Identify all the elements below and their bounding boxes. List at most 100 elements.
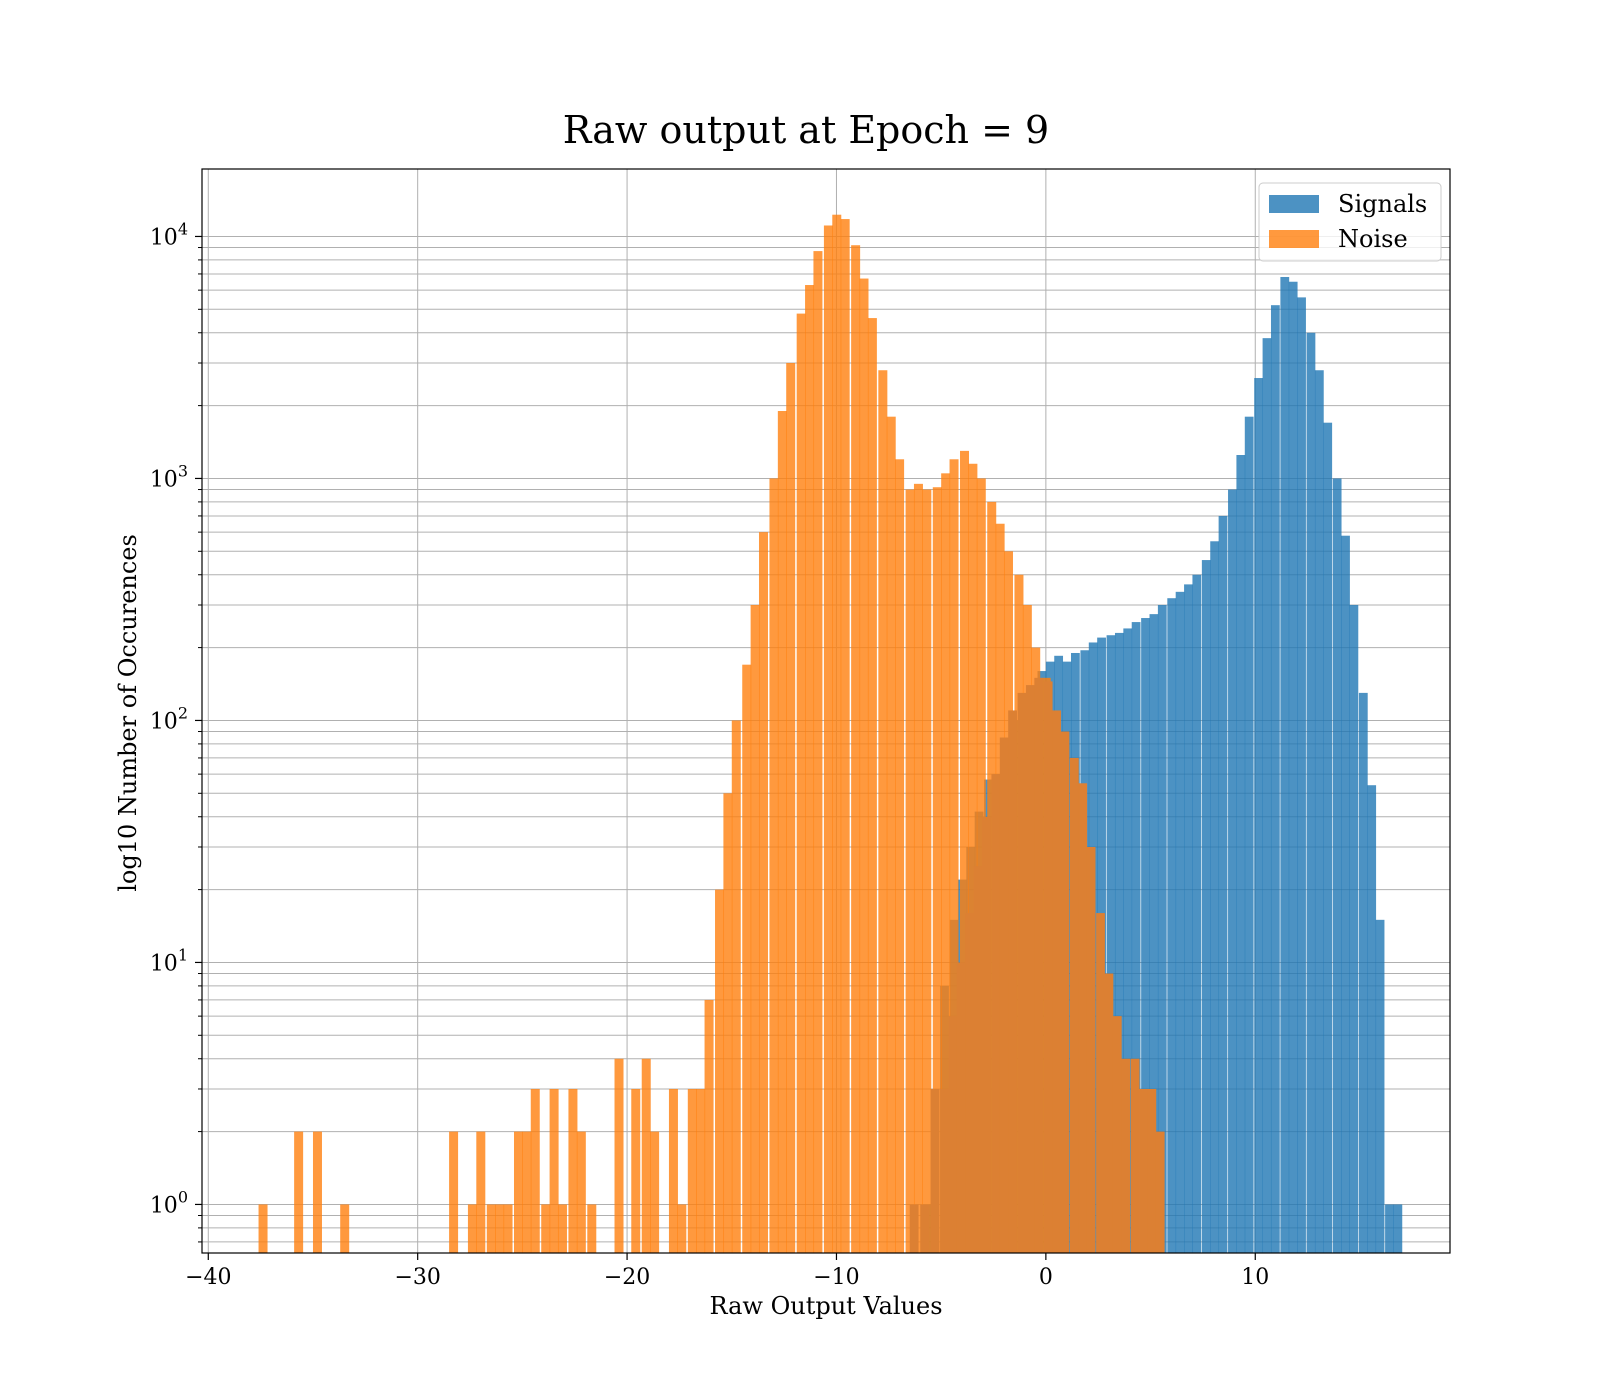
histogram-bar: [1155, 1131, 1165, 1253]
histogram-bar: [1358, 692, 1368, 1253]
histogram-bar: [449, 1131, 459, 1253]
histogram-bar: [1288, 281, 1298, 1254]
histogram-bar: [1167, 598, 1177, 1253]
x-tick-label: −40: [185, 1265, 231, 1290]
x-axis-label: Raw Output Values: [709, 1292, 942, 1320]
histogram-bar: [1149, 614, 1159, 1253]
histogram-bar: [769, 478, 779, 1253]
histogram-bar: [687, 1088, 697, 1253]
histogram-bar: [1096, 913, 1105, 1253]
histogram-bar: [1254, 378, 1263, 1253]
histogram-bar: [1086, 846, 1096, 1253]
histogram-bar: [999, 737, 1009, 1253]
histogram-bar: [886, 416, 896, 1253]
histogram-bar: [1192, 574, 1202, 1253]
histogram-bar: [968, 463, 978, 1253]
histogram-bar: [905, 489, 915, 1253]
histogram-bar: [851, 245, 861, 1254]
legend-swatch-noise: [1269, 230, 1319, 248]
histogram-bar: [758, 532, 768, 1253]
histogram-bar: [786, 362, 796, 1253]
histogram-bar: [1175, 591, 1185, 1253]
histogram-bar: [878, 370, 888, 1253]
histogram-bar: [922, 489, 932, 1253]
histogram-bar: [1104, 973, 1114, 1253]
histogram-bar: [1280, 276, 1290, 1253]
histogram-bar: [514, 1131, 523, 1253]
histogram-bar: [731, 720, 741, 1253]
plot-frame: [201, 168, 1451, 1254]
histogram-bar: [1069, 757, 1079, 1253]
histogram-bar: [668, 1088, 678, 1253]
histogram-bar: [557, 1204, 567, 1253]
histogram-bar: [723, 793, 733, 1253]
histogram-bar: [823, 225, 833, 1254]
histogram-bar: [991, 774, 1001, 1253]
histogram-bar: [859, 278, 869, 1253]
chart-title: Raw output at Epoch = 9: [563, 108, 1049, 152]
histogram-bar: [742, 664, 752, 1253]
histogram-bar: [982, 816, 991, 1253]
histogram-bar: [1218, 515, 1228, 1253]
histogram-bar: [486, 1204, 496, 1253]
histogram-bar: [294, 1131, 304, 1253]
histogram-bar: [549, 1088, 559, 1253]
histogram-bar: [941, 473, 951, 1254]
histogram-bar: [1244, 416, 1254, 1253]
histogram-bars: [258, 214, 1403, 1254]
series-overlap-bars: [909, 677, 1165, 1253]
histogram-bar: [1306, 332, 1316, 1253]
histogram-bar: [777, 411, 787, 1253]
histogram-bar: [805, 285, 815, 1253]
histogram-bar: [1034, 677, 1044, 1253]
histogram-bar: [1052, 710, 1061, 1253]
y-tick-label: 102: [150, 703, 188, 734]
histogram-bar: [956, 962, 966, 1253]
histogram-bar: [1123, 628, 1133, 1253]
histogram-bar: [696, 1088, 706, 1253]
histogram-bar: [1349, 604, 1359, 1253]
histogram-bar: [495, 1204, 505, 1253]
histogram-bar: [1184, 584, 1193, 1253]
histogram-bar: [920, 1204, 930, 1253]
histogram-bar: [258, 1204, 268, 1253]
histogram-bar: [1236, 455, 1246, 1253]
histogram-bar: [614, 1058, 624, 1253]
legend-swatch-signals: [1269, 195, 1319, 213]
histogram-bar: [631, 1088, 641, 1253]
x-tick-label: 10: [1241, 1265, 1269, 1290]
axis-ticks: −40 −30 −20 −10 0 10 100 101 102 103 104: [150, 219, 1269, 1290]
histogram-bar: [704, 999, 714, 1253]
histogram-bar: [1323, 422, 1333, 1253]
histogram-bar: [1121, 1058, 1131, 1253]
histogram-bar: [1314, 370, 1324, 1253]
histogram-bar: [541, 1204, 551, 1253]
histogram-bar: [503, 1204, 513, 1253]
histogram-bar: [1106, 635, 1116, 1253]
histogram-bar: [677, 1204, 687, 1253]
histogram-bar: [576, 1131, 586, 1253]
histogram-bar: [568, 1088, 578, 1253]
y-axis-label: log10 Number of Occurences: [114, 534, 142, 892]
histogram-bar: [932, 487, 942, 1254]
histogram-bar: [1060, 731, 1070, 1253]
histogram-bar: [1139, 1088, 1148, 1253]
histogram-bar: [1114, 632, 1124, 1253]
histogram-bar: [1043, 681, 1053, 1253]
histogram-bar: [813, 251, 823, 1254]
histogram-bar: [895, 459, 905, 1253]
histogram-bar: [530, 1088, 540, 1253]
histogram-bar: [522, 1131, 532, 1253]
histogram-bar: [1341, 535, 1350, 1253]
y-tick-label: 104: [150, 219, 188, 250]
histogram-bar: [1078, 783, 1088, 1253]
histogram-bar: [1262, 338, 1272, 1253]
histogram-bar: [641, 1058, 651, 1253]
histogram-bar: [715, 889, 725, 1253]
histogram-bar: [832, 214, 842, 1254]
histogram-bar: [796, 313, 806, 1254]
x-tick-label: −20: [604, 1265, 650, 1290]
histogram-bar: [1375, 919, 1385, 1253]
histogram-bar: [1157, 604, 1167, 1253]
